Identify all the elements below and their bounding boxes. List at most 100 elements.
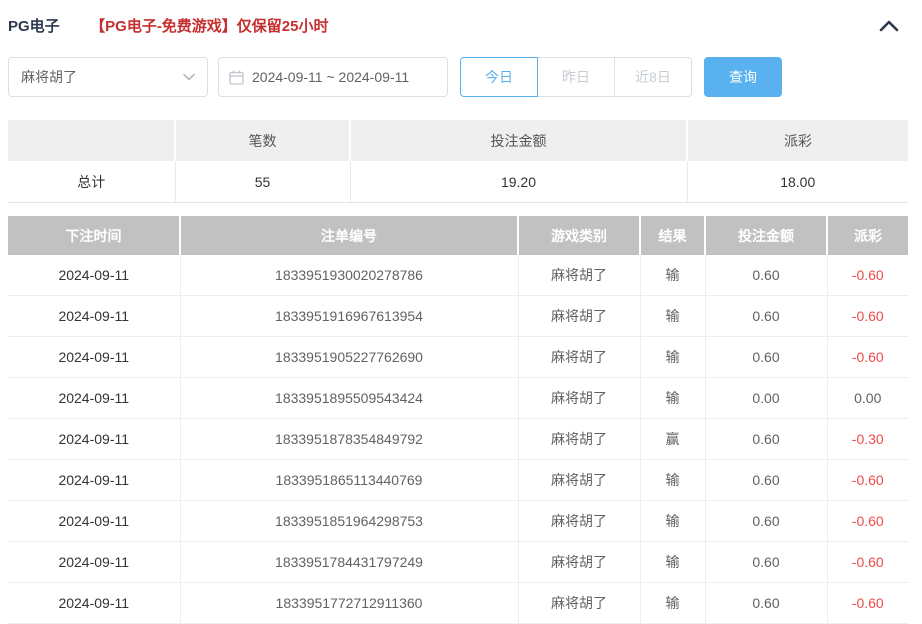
game-select[interactable]: 麻将胡了: [8, 57, 208, 97]
bet-amount-cell: 0.60: [705, 255, 828, 296]
summary-header-count: 笔数: [175, 120, 351, 161]
result-cell: 输: [640, 336, 706, 378]
bet-date-cell: 2024-09-11: [8, 295, 181, 337]
payout-cell: -0.60: [827, 336, 908, 378]
result-cell: 输: [640, 459, 706, 501]
total-payout: 18.00: [687, 161, 908, 203]
filter-bar: 麻将胡了 2024-09-11 ~ 2024-09-11 今日 昨日: [8, 57, 908, 97]
bets-header-bet-time: 下注时间: [8, 216, 181, 255]
table-row: 2024-09-11 1833951930020278786 麻将胡了输 0.60 -0…: [8, 255, 908, 296]
summary-header-blank: [8, 120, 176, 161]
panel-header: PG电子 【PG电子-免费游戏】仅保留25小时: [8, 8, 908, 45]
payout-cell: 0.00: [827, 377, 908, 419]
game-type-cell: 麻将胡了: [518, 295, 641, 337]
bets-header-row: 下注时间 注单编号 游戏类别 结果 投注金额 派彩: [8, 216, 908, 255]
collapse-panel-button[interactable]: [878, 16, 900, 36]
bet-amount-cell: 0.00: [705, 377, 828, 419]
today-button[interactable]: 今日: [460, 57, 538, 97]
summary-header-row: 笔数 投注金额 派彩: [8, 120, 908, 161]
page-title: PG电子: [8, 18, 60, 35]
game-type-cell: 麻将胡了: [518, 418, 641, 460]
bets-header-result: 结果: [640, 216, 706, 255]
payout-cell: -0.60: [827, 255, 908, 296]
table-row: 2024-09-11 1833951784431797249 麻将胡了输 0.60 -0…: [8, 541, 908, 583]
calendar-icon: [229, 70, 244, 85]
search-button[interactable]: 查询: [704, 57, 782, 97]
bet-id-cell: 1833951930020278786: [180, 255, 519, 296]
bet-amount-cell: 0.60: [705, 418, 828, 460]
payout-cell: -0.30: [827, 418, 908, 460]
game-type-cell: 麻将胡了: [518, 377, 641, 419]
total-count: 55: [175, 161, 351, 203]
bets-header-payout: 派彩: [827, 216, 908, 255]
bet-id-cell: 1833951905227762690: [180, 336, 519, 378]
result-cell: 输: [640, 582, 706, 624]
bet-amount-cell: 0.60: [705, 336, 828, 378]
bet-date-cell: 2024-09-11: [8, 500, 181, 542]
summary-table: 笔数 投注金额 派彩 总计 55 19.20 18.00: [8, 120, 908, 203]
bet-date-cell: 2024-09-11: [8, 582, 181, 624]
result-cell: 输: [640, 541, 706, 583]
table-row: 2024-09-11 1833951772712911360 麻将胡了输 0.60 -0…: [8, 582, 908, 624]
bet-amount-cell: 0.60: [705, 500, 828, 542]
bet-date-cell: 2024-09-11: [8, 377, 181, 419]
total-label: 总计: [8, 161, 176, 203]
bet-amount-cell: 0.60: [705, 582, 828, 624]
chevron-up-icon: [878, 18, 900, 34]
game-type-cell: 麻将胡了: [518, 255, 641, 296]
bet-id-cell: 1833951878354849792: [180, 418, 519, 460]
table-row: 2024-09-11 1833951851964298753 麻将胡了输 0.60 -0…: [8, 500, 908, 542]
yesterday-button[interactable]: 昨日: [537, 57, 615, 97]
bet-id-cell: 1833951865113440769: [180, 459, 519, 501]
game-type-cell: 麻将胡了: [518, 541, 641, 583]
payout-cell: -0.60: [827, 295, 908, 337]
payout-cell: -0.60: [827, 500, 908, 542]
bet-date-cell: 2024-09-11: [8, 459, 181, 501]
bet-id-cell: 1833951784431797249: [180, 541, 519, 583]
table-row: 2024-09-11 1833951878354849792 麻将胡了赢 0.60 -0…: [8, 418, 908, 460]
result-cell: 输: [640, 377, 706, 419]
game-type-cell: 麻将胡了: [518, 336, 641, 378]
result-cell: 输: [640, 295, 706, 337]
bets-table-body: 2024-09-11 1833951930020278786 麻将胡了输 0.60 -0…: [8, 255, 908, 624]
game-type-cell: 麻将胡了: [518, 459, 641, 501]
summary-header-payout: 派彩: [687, 120, 908, 161]
bet-date-cell: 2024-09-11: [8, 418, 181, 460]
summary-header-bet-amount: 投注金额: [350, 120, 688, 161]
quick-date-button-group: 今日 昨日 近8日: [460, 57, 692, 97]
bet-id-cell: 1833951895509543424: [180, 377, 519, 419]
date-range-input[interactable]: 2024-09-11 ~ 2024-09-11: [218, 57, 448, 97]
result-cell: 输: [640, 255, 706, 296]
bets-table: 下注时间 注单编号 游戏类别 结果 投注金额 派彩 2024-09-11 1833…: [8, 216, 908, 624]
date-range-value: 2024-09-11 ~ 2024-09-11: [252, 69, 410, 85]
payout-cell: -0.60: [827, 582, 908, 624]
last-8-days-button[interactable]: 近8日: [614, 57, 692, 97]
table-row: 2024-09-11 1833951865113440769 麻将胡了输 0.60 -0…: [8, 459, 908, 501]
bets-header-game-type: 游戏类别: [518, 216, 641, 255]
bet-id-cell: 1833951772712911360: [180, 582, 519, 624]
bet-amount-cell: 0.60: [705, 541, 828, 583]
bets-header-bet-id: 注单编号: [180, 216, 519, 255]
summary-total-row: 总计 55 19.20 18.00: [8, 161, 908, 203]
free-game-notice: 【PG电子-免费游戏】仅保留25小时: [90, 18, 329, 35]
table-row: 2024-09-11 1833951895509543424 麻将胡了输 0.00 0.…: [8, 377, 908, 419]
bet-amount-cell: 0.60: [705, 459, 828, 501]
total-bet-amount: 19.20: [350, 161, 688, 203]
bet-id-cell: 1833951851964298753: [180, 500, 519, 542]
result-cell: 输: [640, 500, 706, 542]
game-type-cell: 麻将胡了: [518, 582, 641, 624]
bet-date-cell: 2024-09-11: [8, 336, 181, 378]
chevron-down-icon: [183, 73, 195, 81]
bets-header-bet-amount: 投注金额: [705, 216, 828, 255]
result-cell: 赢: [640, 418, 706, 460]
payout-cell: -0.60: [827, 459, 908, 501]
bet-amount-cell: 0.60: [705, 295, 828, 337]
game-type-cell: 麻将胡了: [518, 500, 641, 542]
table-row: 2024-09-11 1833951916967613954 麻将胡了输 0.60 -0…: [8, 295, 908, 337]
bet-date-cell: 2024-09-11: [8, 255, 181, 296]
table-row: 2024-09-11 1833951905227762690 麻将胡了输 0.60 -0…: [8, 336, 908, 378]
bet-date-cell: 2024-09-11: [8, 541, 181, 583]
bet-id-cell: 1833951916967613954: [180, 295, 519, 337]
payout-cell: -0.60: [827, 541, 908, 583]
